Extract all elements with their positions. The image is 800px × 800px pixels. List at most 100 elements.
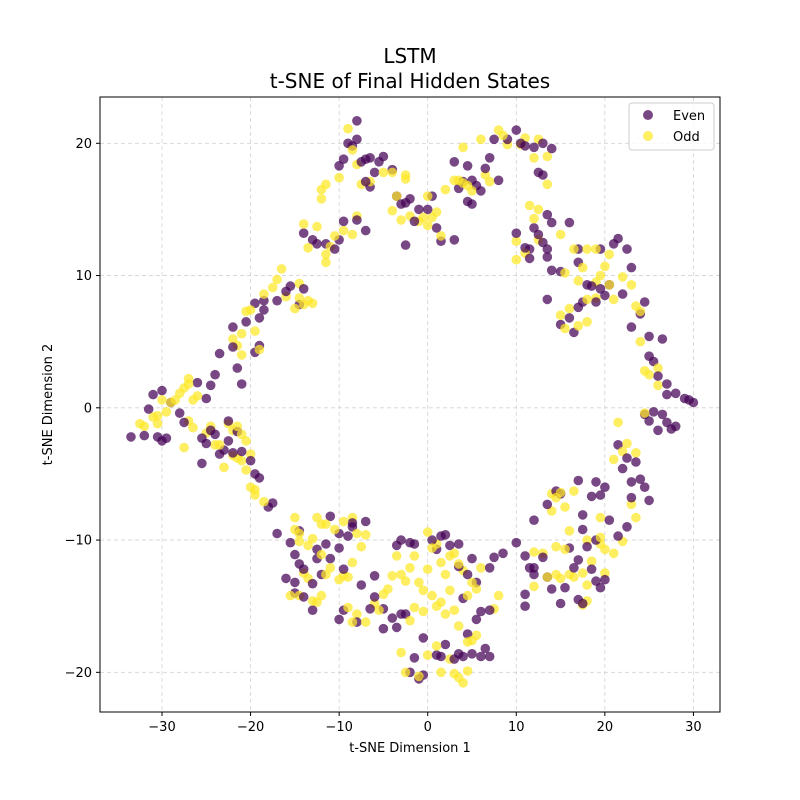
scatter-point-odd: [352, 609, 362, 619]
scatter-point-even: [143, 404, 154, 414]
scatter-point-even: [613, 531, 623, 541]
scatter-point-even: [272, 295, 282, 306]
scatter-point-odd: [418, 606, 429, 617]
scatter-point-odd: [431, 601, 442, 611]
scatter-point-even: [449, 654, 460, 664]
scatter-point-odd: [484, 176, 495, 187]
y-tick-label: −10: [65, 534, 92, 549]
scatter-point-odd: [422, 220, 433, 231]
scatter-point-even: [542, 294, 553, 305]
scatter-point-even: [360, 225, 371, 236]
scatter-point-odd: [529, 547, 539, 557]
y-tick-label: 20: [75, 137, 92, 152]
scatter-point-odd: [409, 602, 420, 613]
scatter-point-odd: [192, 391, 203, 401]
scatter-point-even: [290, 549, 300, 560]
scatter-point-odd: [577, 262, 588, 273]
scatter-point-even: [174, 408, 185, 418]
scatter-point-even: [205, 425, 216, 436]
scatter-point-odd: [608, 548, 619, 559]
scatter-point-odd: [316, 184, 327, 195]
scatter-point-odd: [600, 261, 610, 272]
scatter-point-odd: [449, 605, 460, 615]
scatter-point-even: [267, 498, 278, 508]
scatter-point-even: [391, 622, 402, 633]
scatter-point-even: [338, 564, 349, 574]
scatter-point-even: [245, 455, 256, 466]
scatter-point-odd: [569, 486, 579, 496]
scatter-point-odd: [259, 289, 269, 299]
scatter-point-even: [520, 141, 530, 151]
scatter-point-even: [542, 252, 553, 262]
scatter-point-odd: [440, 184, 451, 195]
scatter-point-even: [644, 495, 654, 506]
scatter-point-odd: [445, 585, 455, 596]
scatter-point-odd: [551, 541, 561, 552]
scatter-point-odd: [400, 576, 411, 586]
scatter-point-odd: [600, 544, 610, 555]
legend-odd-label: Odd: [673, 130, 700, 145]
scatter-point-odd: [157, 395, 167, 405]
scatter-point-odd: [427, 590, 437, 601]
scatter-point-odd: [422, 527, 433, 537]
scatter-point-even: [205, 380, 216, 391]
scatter-point-odd: [555, 310, 566, 321]
x-tick-label: 0: [424, 720, 432, 735]
scatter-point-even: [520, 601, 530, 611]
scatter-point-even: [241, 317, 251, 327]
scatter-point-odd: [529, 581, 539, 592]
scatter-point-odd: [635, 336, 646, 347]
scatter-point-even: [573, 555, 584, 565]
scatter-point-even: [529, 142, 539, 153]
scatter-point-even: [352, 116, 362, 126]
scatter-point-odd: [418, 212, 429, 223]
scatter-point-odd: [560, 323, 570, 334]
scatter-point-even: [524, 253, 535, 264]
scatter-point-odd: [582, 317, 592, 327]
scatter-point-odd: [427, 543, 437, 553]
scatter-point-even: [644, 331, 654, 342]
scatter-point-odd: [378, 589, 389, 600]
scatter-point-even: [445, 540, 455, 551]
scatter-point-odd: [285, 590, 296, 601]
scatter-point-even: [670, 388, 681, 399]
scatter-point-odd: [170, 395, 181, 405]
scatter-point-odd: [298, 219, 309, 229]
scatter-point-odd: [312, 221, 322, 232]
scatter-point-even: [391, 540, 402, 551]
scatter-point-odd: [139, 421, 150, 432]
scatter-point-odd: [582, 580, 592, 590]
scatter-point-odd: [431, 641, 442, 651]
scatter-point-odd: [626, 499, 637, 510]
scatter-point-odd: [236, 350, 247, 360]
scatter-point-odd: [338, 225, 349, 236]
scatter-point-even: [569, 563, 579, 573]
scatter-point-odd: [635, 306, 646, 317]
scatter-point-even: [365, 604, 375, 614]
scatter-point-odd: [564, 526, 575, 536]
scatter-point-even: [338, 216, 349, 227]
scatter-point-even: [489, 552, 499, 563]
scatter-point-even: [449, 235, 460, 245]
scatter-point-odd: [422, 650, 433, 660]
scatter-point-even: [228, 322, 238, 332]
scatter-point-odd: [396, 647, 406, 658]
scatter-point-even: [387, 613, 398, 623]
scatter-point-even: [631, 457, 641, 467]
scatter-point-even: [409, 216, 420, 227]
scatter-point-odd: [241, 465, 251, 475]
scatter-point-odd: [405, 563, 415, 573]
scatter-point-even: [538, 170, 548, 180]
scatter-point-even: [644, 351, 654, 362]
scatter-point-odd: [604, 249, 615, 260]
scatter-point-even: [462, 569, 473, 580]
scatter-point-even: [493, 175, 504, 186]
scatter-point-even: [157, 385, 167, 396]
scatter-point-odd: [498, 130, 508, 141]
scatter-point-even: [192, 377, 203, 388]
scatter-point-even: [329, 244, 340, 254]
scatter-point-odd: [582, 535, 592, 545]
scatter-point-even: [467, 649, 477, 659]
scatter-point-odd: [586, 556, 597, 566]
scatter-point-even: [591, 297, 601, 307]
